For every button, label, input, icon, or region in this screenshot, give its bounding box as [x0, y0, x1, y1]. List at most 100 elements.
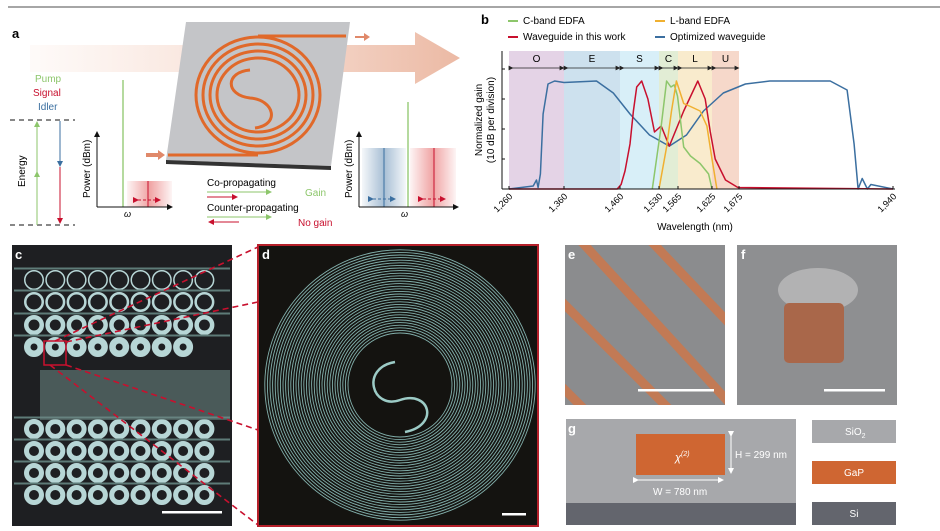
- band-label-L: L: [692, 54, 698, 65]
- width-label: W = 780 nm: [653, 487, 707, 498]
- ring-device: [87, 441, 108, 461]
- ring-device: [24, 441, 44, 461]
- ring-device: [24, 337, 44, 357]
- bus-waveguide: [14, 438, 230, 441]
- panel-e: e: [565, 245, 725, 405]
- spiral-rings: [264, 249, 536, 521]
- band-label-S: S: [636, 54, 643, 65]
- zoom-lines: [49, 246, 259, 526]
- gap-waveguide-cross-section: [784, 303, 844, 363]
- spiral-turn: [329, 314, 471, 456]
- ring-device: [87, 419, 108, 439]
- x-tick-label: 1,940: [875, 191, 898, 214]
- spiral-turn: [290, 275, 510, 495]
- x-tick-label: 1,260: [491, 191, 514, 214]
- ring-device: [66, 292, 87, 312]
- panel-c: c: [12, 245, 232, 526]
- band-label-E: E: [589, 54, 596, 65]
- ring-device: [130, 270, 151, 290]
- spiral-turn: [274, 259, 526, 511]
- ring-device: [66, 315, 87, 335]
- chart-legend: C-band EDFA L-band EDFA Waveguide in this …: [508, 16, 766, 43]
- legend-gap-label: GaP: [844, 468, 864, 479]
- spiral-waveguide: [168, 34, 346, 157]
- ring-device: [130, 463, 151, 483]
- ring-device: [151, 270, 172, 290]
- spiral-turn: [316, 301, 484, 469]
- band-L: [678, 51, 712, 189]
- sem-top-view: [565, 245, 725, 405]
- chi-label: χ(2): [674, 451, 690, 464]
- spiral-turn: [318, 303, 482, 467]
- ring-device: [173, 292, 194, 312]
- ring-device: [87, 337, 108, 357]
- spiral-turn: [313, 298, 487, 472]
- idler-legend: Idler: [38, 102, 58, 113]
- left-plot-ylabel: Power (dBm): [82, 140, 93, 198]
- gap-core: [636, 434, 725, 475]
- pump-legend: Pump: [35, 74, 62, 85]
- spiral-turn: [308, 293, 492, 477]
- band-label-O: O: [533, 54, 541, 65]
- panel-label-c: c: [15, 247, 22, 262]
- ring-device: [87, 315, 108, 335]
- ring-device: [87, 463, 108, 483]
- right-plot-ylabel: Power (dBm): [344, 140, 355, 198]
- ring-device: [87, 270, 108, 290]
- energy-label: Energy: [17, 155, 28, 187]
- panel-label-a: a: [12, 26, 20, 41]
- band-U: [712, 51, 739, 189]
- band-O: [509, 51, 564, 189]
- waveguide-stripes: [565, 245, 725, 405]
- ring-device: [45, 292, 66, 312]
- bus-waveguide: [14, 312, 230, 315]
- spiral-turn: [295, 280, 505, 490]
- spiral-turn: [282, 267, 518, 503]
- scale-bar-c: [162, 511, 222, 514]
- spiral-turn: [287, 272, 513, 498]
- ring-device: [151, 315, 172, 335]
- spiral-turn: [285, 270, 515, 500]
- panel-f: f: [737, 245, 897, 405]
- panel-label-g: g: [568, 421, 576, 436]
- legend-sio2-label: SiO2: [845, 427, 866, 440]
- ring-device: [194, 292, 215, 312]
- ring-device: [173, 337, 194, 357]
- spiral-turn: [305, 290, 495, 480]
- panel-label-e: e: [568, 247, 575, 262]
- right-power-plot: Power (dBm) ω: [344, 102, 459, 219]
- counter-propagating-label: Counter-propagating: [207, 203, 299, 214]
- ring-device: [45, 463, 66, 483]
- spiral-turn: [300, 285, 500, 485]
- ring-device: [109, 485, 130, 505]
- ring-device: [109, 463, 130, 483]
- spiral-turn: [279, 264, 521, 506]
- left-power-plot: Power (dBm) ω: [82, 80, 173, 219]
- ring-device: [173, 315, 194, 335]
- spiral-turn: [272, 257, 528, 513]
- ring-device: [130, 337, 151, 357]
- ring-device: [66, 485, 87, 505]
- band-label-U: U: [722, 54, 729, 65]
- ring-device: [194, 441, 215, 461]
- ring-device: [151, 485, 172, 505]
- si-substrate: [566, 503, 796, 525]
- x-tick-label: 1,625: [694, 191, 717, 214]
- bus-waveguide: [14, 482, 230, 485]
- ring-device: [24, 419, 44, 439]
- ring-device: [24, 485, 44, 505]
- straight-waveguide-array: [40, 370, 230, 420]
- spiral-turn: [303, 288, 497, 482]
- propagation-legend: Co-propagating Gain Counter-propagating …: [207, 178, 332, 229]
- output-arrow: [355, 33, 370, 41]
- no-gain-label: No gain: [298, 218, 332, 229]
- spiral-turn: [326, 311, 474, 459]
- bus-waveguide: [14, 267, 230, 270]
- signal-legend: Signal: [33, 88, 61, 99]
- panel-label-f: f: [741, 247, 746, 262]
- legend-si: [812, 502, 896, 525]
- spiral-turn: [342, 327, 458, 443]
- series-line-c-band-edfa: [651, 80, 713, 190]
- band-label-C: C: [665, 54, 672, 65]
